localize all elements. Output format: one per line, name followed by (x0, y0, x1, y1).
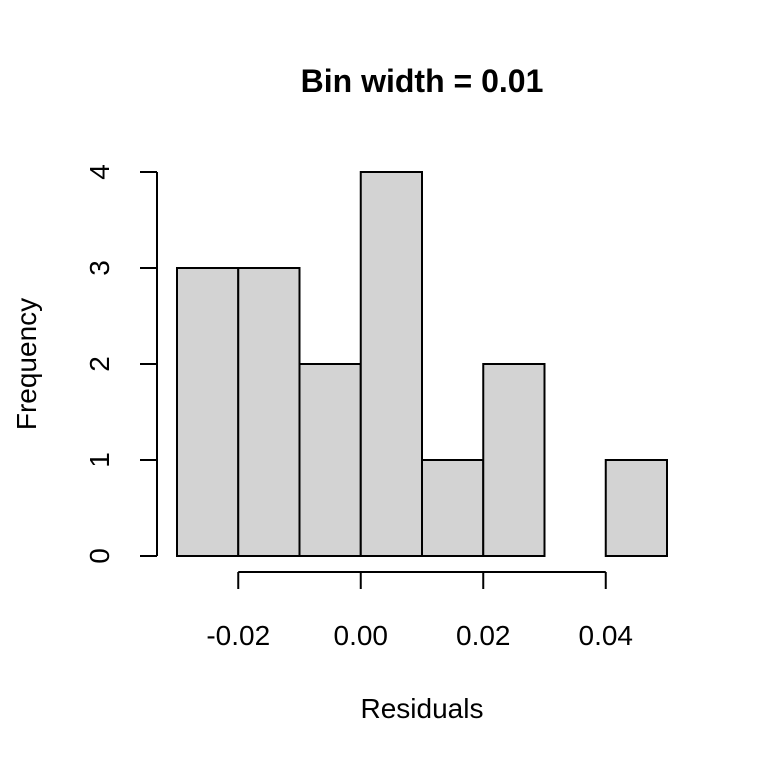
x-axis-label: Residuals (361, 693, 484, 724)
x-tick-label: 0.02 (456, 620, 511, 651)
histogram-bar (237, 267, 301, 557)
x-tick-label: -0.02 (206, 620, 270, 651)
y-axis: 0 1 2 3 4 (84, 164, 158, 564)
histogram-bars (176, 171, 668, 557)
y-tick-label: 1 (84, 452, 115, 468)
histogram-bar (604, 459, 668, 557)
histogram-bar (176, 267, 240, 557)
x-axis: -0.02 0.00 0.02 0.04 (206, 571, 634, 651)
histogram-bar (359, 171, 423, 557)
histogram-bar (482, 363, 546, 557)
y-tick-label: 4 (84, 164, 115, 180)
y-tick-label: 0 (84, 548, 115, 564)
y-axis-label: Frequency (11, 298, 42, 430)
x-tick-label: 0.04 (579, 620, 634, 651)
y-tick-label: 3 (84, 260, 115, 276)
x-tick-label: 0.00 (334, 620, 389, 651)
y-tick-label: 2 (84, 356, 115, 372)
histogram-bar (421, 459, 485, 557)
histogram-bar (298, 363, 362, 557)
chart-title: Bin width = 0.01 (301, 63, 544, 99)
